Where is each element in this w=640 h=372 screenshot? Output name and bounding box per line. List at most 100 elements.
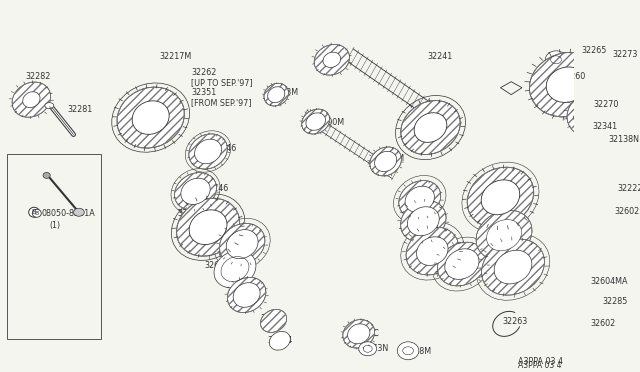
Ellipse shape: [414, 113, 447, 142]
Text: 32203M: 32203M: [266, 88, 298, 97]
Ellipse shape: [494, 250, 532, 284]
Ellipse shape: [214, 250, 256, 288]
Text: 32241: 32241: [428, 52, 453, 61]
Text: 32341: 32341: [592, 122, 617, 131]
Text: 08050-8251A: 08050-8251A: [41, 209, 95, 218]
Bar: [7, 154, 101, 339]
Ellipse shape: [406, 227, 458, 275]
Ellipse shape: [476, 210, 532, 260]
Ellipse shape: [370, 147, 401, 176]
Ellipse shape: [189, 210, 227, 244]
Ellipse shape: [226, 230, 258, 259]
Ellipse shape: [546, 67, 588, 102]
Text: 32246: 32246: [204, 185, 229, 193]
Text: 32262: 32262: [191, 68, 216, 77]
Text: 32273: 32273: [612, 50, 638, 59]
Ellipse shape: [12, 82, 51, 117]
Ellipse shape: [579, 102, 609, 127]
Text: 32604: 32604: [426, 249, 451, 258]
Text: A3PPA 03 4: A3PPA 03 4: [518, 361, 562, 370]
Text: 32245: 32245: [511, 261, 536, 270]
Ellipse shape: [590, 294, 615, 314]
Text: 32604MA: 32604MA: [590, 277, 628, 286]
Ellipse shape: [580, 51, 595, 64]
Text: 32246: 32246: [212, 144, 237, 154]
Ellipse shape: [233, 283, 260, 307]
Ellipse shape: [175, 173, 216, 210]
Ellipse shape: [583, 272, 610, 296]
Ellipse shape: [301, 109, 330, 134]
Text: 32213M: 32213M: [372, 154, 404, 163]
Ellipse shape: [43, 172, 50, 179]
Ellipse shape: [401, 100, 460, 154]
Ellipse shape: [181, 178, 210, 205]
Ellipse shape: [567, 92, 620, 138]
Ellipse shape: [132, 101, 169, 134]
Ellipse shape: [269, 331, 291, 350]
Text: 32608: 32608: [260, 314, 285, 323]
Ellipse shape: [577, 267, 616, 301]
Text: 32218M: 32218M: [399, 347, 431, 356]
Ellipse shape: [437, 242, 486, 286]
Ellipse shape: [268, 87, 285, 103]
Ellipse shape: [445, 249, 479, 279]
Ellipse shape: [260, 310, 287, 332]
Ellipse shape: [405, 186, 435, 212]
Ellipse shape: [264, 83, 289, 106]
Ellipse shape: [397, 342, 419, 360]
Ellipse shape: [594, 138, 619, 161]
Text: (1): (1): [49, 221, 60, 230]
Ellipse shape: [227, 278, 266, 312]
Text: 32273N: 32273N: [357, 344, 388, 353]
Text: 32264: 32264: [316, 52, 341, 61]
Ellipse shape: [545, 51, 567, 69]
Ellipse shape: [598, 142, 615, 157]
Ellipse shape: [607, 171, 640, 203]
Text: 32263: 32263: [502, 317, 527, 326]
Text: 32260: 32260: [561, 72, 586, 81]
Ellipse shape: [374, 151, 397, 171]
Ellipse shape: [408, 207, 439, 236]
Ellipse shape: [29, 207, 40, 217]
Text: B: B: [35, 211, 39, 216]
Ellipse shape: [220, 224, 265, 265]
Ellipse shape: [481, 180, 520, 215]
Text: B: B: [32, 209, 36, 215]
Text: 32615N: 32615N: [205, 261, 236, 270]
Text: 32602: 32602: [590, 319, 616, 328]
Ellipse shape: [177, 198, 239, 256]
Text: 32230: 32230: [413, 118, 438, 126]
Ellipse shape: [45, 103, 54, 109]
Text: A3PPA 03 4: A3PPA 03 4: [518, 357, 563, 366]
Text: [FROM SEP.'97]: [FROM SEP.'97]: [191, 98, 252, 107]
Ellipse shape: [417, 237, 448, 266]
Text: 32605C: 32605C: [348, 329, 379, 338]
Ellipse shape: [592, 158, 640, 217]
Text: 32604+A: 32604+A: [211, 237, 248, 246]
Text: 32217M: 32217M: [159, 52, 192, 61]
Text: 32200M: 32200M: [312, 118, 344, 126]
Ellipse shape: [348, 324, 370, 344]
Ellipse shape: [467, 167, 534, 227]
Ellipse shape: [584, 128, 605, 147]
Ellipse shape: [306, 113, 326, 130]
Text: 32265: 32265: [581, 46, 607, 55]
Text: 32604M: 32604M: [491, 191, 523, 201]
Text: 32351: 32351: [191, 88, 216, 97]
Text: 32544: 32544: [268, 336, 292, 345]
Text: 32605: 32605: [413, 217, 438, 226]
Text: 32606: 32606: [458, 261, 483, 270]
Ellipse shape: [323, 52, 340, 67]
Ellipse shape: [195, 139, 221, 164]
Ellipse shape: [343, 320, 374, 348]
Text: [UP TO SEP.'97]: [UP TO SEP.'97]: [191, 78, 253, 87]
Ellipse shape: [481, 239, 545, 295]
Ellipse shape: [399, 180, 441, 218]
Ellipse shape: [401, 201, 446, 242]
Ellipse shape: [359, 342, 377, 356]
Ellipse shape: [577, 49, 598, 67]
Ellipse shape: [610, 53, 628, 67]
Ellipse shape: [74, 208, 84, 216]
Ellipse shape: [529, 52, 604, 117]
Ellipse shape: [189, 134, 227, 169]
